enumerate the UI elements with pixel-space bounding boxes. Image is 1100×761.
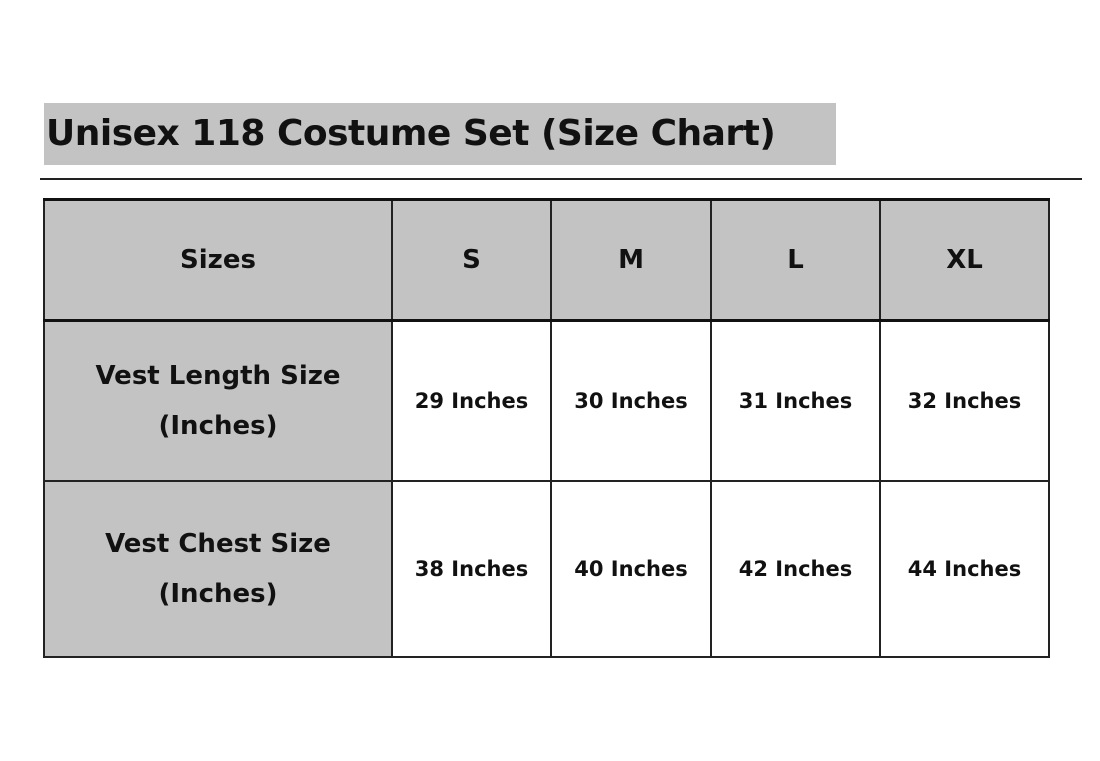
header-cell-xl: XL bbox=[879, 198, 1050, 322]
table-cell: 31 Inches bbox=[710, 319, 881, 482]
divider bbox=[40, 178, 1082, 180]
header-cell-sizes: Sizes bbox=[43, 198, 393, 322]
row-label-unit: (Inches) bbox=[158, 411, 278, 441]
row-label-vest-length: Vest Length Size (Inches) bbox=[43, 319, 393, 482]
row-label-unit: (Inches) bbox=[158, 579, 278, 609]
size-chart-table: Sizes S M L XL Vest Length Size (Inches)… bbox=[43, 198, 1050, 658]
table-row: Vest Chest Size (Inches) 38 Inches 40 In… bbox=[43, 480, 1050, 658]
table-cell: 42 Inches bbox=[710, 480, 881, 658]
table-cell: 44 Inches bbox=[879, 480, 1050, 658]
row-label-line: Vest Chest Size bbox=[105, 529, 331, 559]
row-label-line: Vest Length Size bbox=[95, 361, 341, 391]
table-cell: 32 Inches bbox=[879, 319, 1050, 482]
table-cell: 29 Inches bbox=[391, 319, 552, 482]
header-cell-s: S bbox=[391, 198, 552, 322]
row-label-vest-chest: Vest Chest Size (Inches) bbox=[43, 480, 393, 658]
table-cell: 38 Inches bbox=[391, 480, 552, 658]
table-header-row: Sizes S M L XL bbox=[43, 198, 1050, 322]
header-cell-l: L bbox=[710, 198, 881, 322]
header-cell-m: M bbox=[550, 198, 712, 322]
page-title: Unisex 118 Costume Set (Size Chart) bbox=[44, 103, 836, 165]
table-cell: 30 Inches bbox=[550, 319, 712, 482]
table-row: Vest Length Size (Inches) 29 Inches 30 I… bbox=[43, 319, 1050, 482]
table-cell: 40 Inches bbox=[550, 480, 712, 658]
